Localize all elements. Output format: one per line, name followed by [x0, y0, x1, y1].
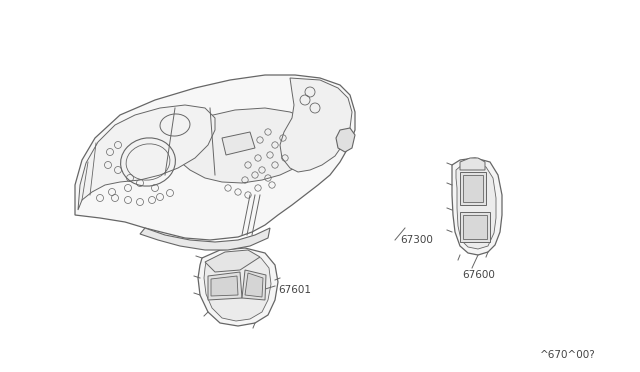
Polygon shape — [280, 78, 352, 172]
Polygon shape — [463, 215, 487, 239]
Polygon shape — [456, 163, 496, 249]
Polygon shape — [198, 248, 278, 326]
Polygon shape — [460, 158, 485, 170]
Polygon shape — [452, 158, 502, 255]
Text: 67601: 67601 — [278, 285, 311, 295]
Polygon shape — [140, 228, 270, 250]
Text: 67300: 67300 — [400, 235, 433, 245]
Polygon shape — [211, 276, 238, 296]
Polygon shape — [75, 75, 355, 240]
Polygon shape — [463, 175, 483, 202]
Polygon shape — [242, 270, 266, 300]
Polygon shape — [222, 132, 255, 155]
Polygon shape — [460, 212, 490, 242]
Polygon shape — [168, 108, 320, 183]
Polygon shape — [208, 272, 242, 300]
Text: ^670^00?: ^670^00? — [540, 350, 596, 360]
Text: 67600: 67600 — [462, 270, 495, 280]
Polygon shape — [245, 273, 263, 297]
Polygon shape — [78, 105, 215, 210]
Polygon shape — [204, 253, 271, 321]
Polygon shape — [205, 250, 260, 272]
Polygon shape — [460, 172, 486, 205]
Polygon shape — [336, 128, 355, 152]
